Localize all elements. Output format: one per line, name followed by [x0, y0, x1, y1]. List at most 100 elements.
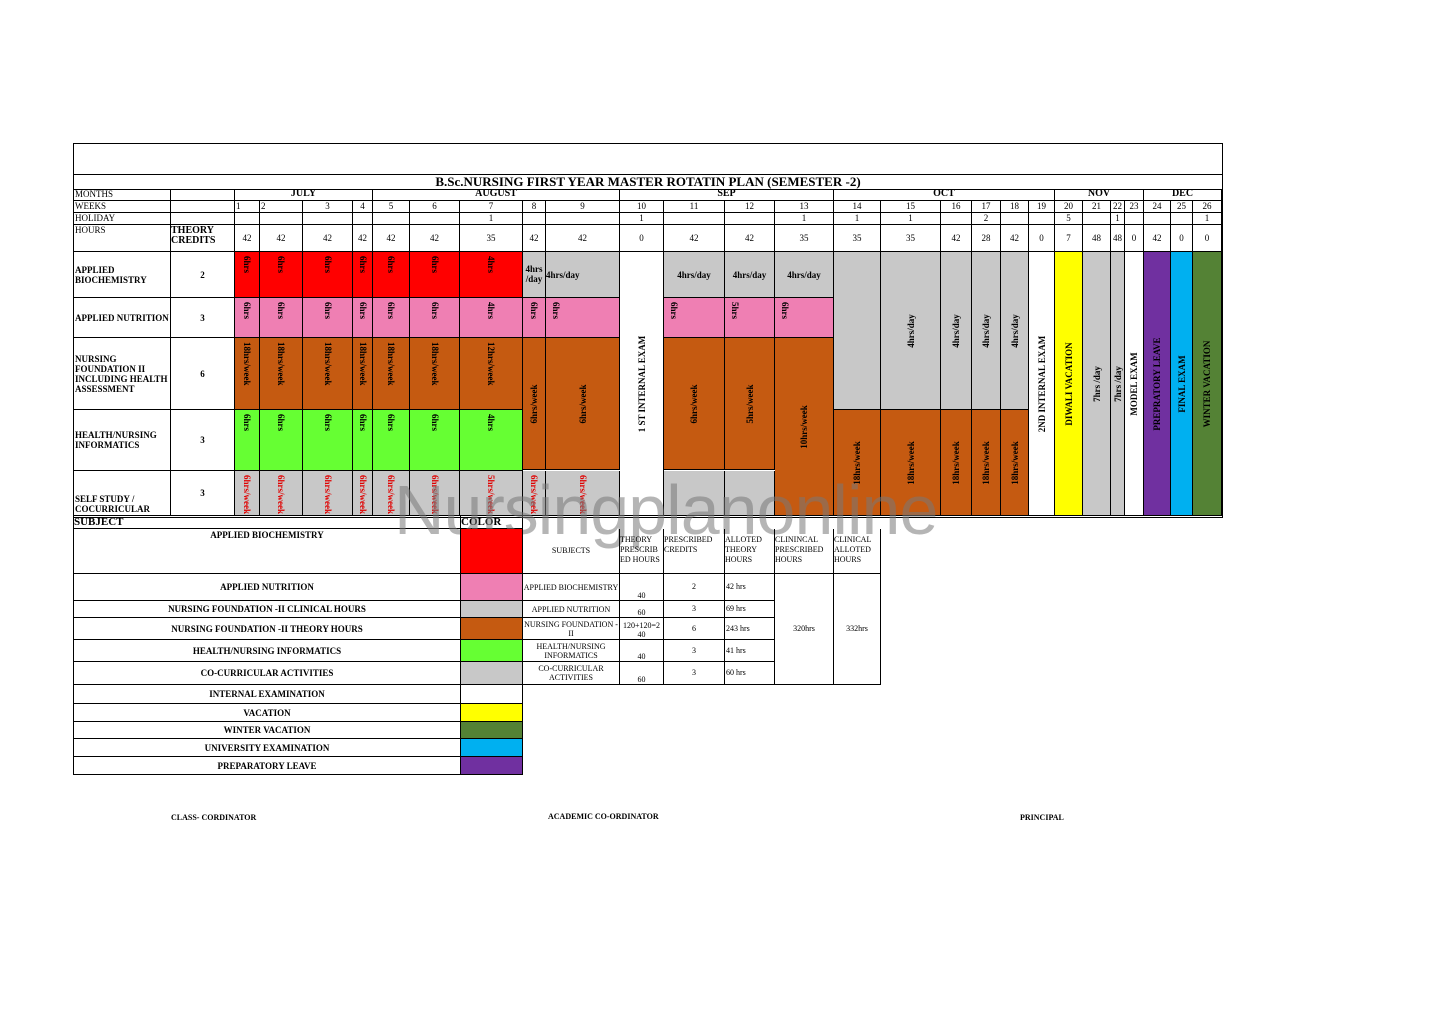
- nutrition-cell: 6hrs: [303, 298, 353, 338]
- nutrition-cell-text: 6hrs: [386, 302, 396, 320]
- week-hours-text: 42: [951, 233, 961, 243]
- subject-header-text: SUBJECT: [74, 516, 124, 528]
- informatics-cell: 6hrs: [235, 410, 260, 471]
- week-hours-text: 35: [486, 233, 496, 243]
- week-number-text: 15: [906, 201, 915, 211]
- summary-cell: HEALTH/NURSING INFORMATICS: [523, 640, 620, 662]
- nf-theory-cell: 18hrs/week: [881, 410, 941, 516]
- week-hours: 42: [353, 225, 373, 252]
- legend-swatch: [461, 574, 523, 601]
- week-hours: 0: [1029, 225, 1055, 252]
- legend-swatch: [461, 640, 523, 662]
- month-header: AUGUST: [373, 189, 620, 201]
- month-header: OCT: [834, 189, 1055, 201]
- week-number: 1: [235, 201, 260, 213]
- biochem-cell: 6hrs: [410, 252, 460, 298]
- week-hours-text: 0: [639, 233, 644, 243]
- holiday-count: [1029, 213, 1055, 225]
- holiday-count: 1: [620, 213, 664, 225]
- informatics-cell: 4hrs: [460, 410, 523, 471]
- nutrition-cell-text: 6hrs: [780, 302, 790, 320]
- summary-cell: 42 hrs: [725, 574, 775, 601]
- week-hours: 35: [881, 225, 941, 252]
- nf-clinical-cell-text: 4hrs/day: [981, 313, 991, 348]
- summary-cell: 40: [620, 640, 664, 662]
- title-divider: [73, 174, 1223, 175]
- nutrition-cell-text: 6hrs: [429, 302, 440, 320]
- nf-clinical-cell: 4hrs/day: [1001, 252, 1029, 410]
- week-hours-text: 42: [430, 233, 439, 243]
- informatics-cell-text: 6hrs: [429, 414, 440, 432]
- nf-theory-cell: 18hrs/week: [1001, 410, 1029, 516]
- nf-theory-cell: 18hrs/week: [353, 338, 373, 410]
- nf-clinical-cell: [834, 252, 881, 410]
- holiday-count-text: 5: [1066, 213, 1071, 223]
- week-hours-text: 42: [745, 233, 754, 243]
- nutrition-cell: 5hrs: [725, 298, 775, 338]
- week-hours: 35: [460, 225, 523, 252]
- summary-cell: 69 hrs: [725, 601, 775, 618]
- holiday-count: 2: [972, 213, 1001, 225]
- biochem-cell-text: 4hrs/day: [677, 270, 711, 280]
- week-hours-text: 0: [1039, 233, 1044, 243]
- subject-credits: 2: [171, 252, 235, 298]
- week-number-text: 14: [852, 201, 862, 211]
- week-number: 18: [1001, 201, 1029, 213]
- study-cell-text: 7hrs /day: [1112, 365, 1123, 402]
- nf-theory-cell: 6hrs/week: [523, 338, 546, 470]
- legend-label: CO-CURRICULAR ACTIVITIES: [73, 662, 461, 685]
- biochem-cell: 6hrs: [353, 252, 373, 298]
- nf-theory-cell: 12hrs/week: [460, 338, 523, 410]
- week-number: 14: [834, 201, 881, 213]
- nf-theory-cell-text: 10hrs/week: [799, 404, 809, 449]
- study-cell: 7hrs /day: [1111, 252, 1125, 516]
- color-header: COLOR: [461, 516, 523, 529]
- week-number-text: 8: [531, 201, 537, 211]
- subject-label: NURSING FOUNDATION II INCLUDING HEALTH A…: [73, 338, 171, 410]
- subject-name: APPLIED NUTRITION: [75, 312, 169, 323]
- holiday-count-text: 2: [983, 213, 989, 223]
- week-number: 22: [1111, 201, 1125, 213]
- row-label-months-text: MONTHS: [75, 189, 114, 199]
- week-number: 6: [410, 201, 460, 213]
- week-hours-text: 35: [799, 233, 809, 243]
- nutrition-cell-text: 4hrs: [486, 302, 496, 320]
- selfstudy-cell-text: 6hrs/week: [386, 475, 396, 514]
- nutrition-cell-text: 6hrs: [322, 302, 333, 320]
- summary-header: PRESCRIBED CREDITS: [664, 529, 725, 574]
- week-number-text: 19: [1037, 201, 1046, 211]
- legend-swatch: [461, 722, 523, 739]
- nf-theory-cell-text: 18hrs/week: [322, 342, 333, 386]
- week-number-text: 13: [799, 201, 809, 211]
- week-number-text: 3: [325, 201, 330, 211]
- selfstudy-cell: [664, 471, 725, 516]
- row-label-holiday-text: HOLIDAY: [75, 213, 116, 223]
- page-title: B.Sc.NURSING FIRST YEAR MASTER ROTATIN P…: [435, 174, 861, 189]
- week-hours-text: 0: [1179, 233, 1184, 243]
- nutrition-cell-text: 6hrs: [357, 302, 368, 320]
- signature-principal: PRINCIPAL: [1020, 813, 1064, 822]
- holiday-count: 1: [881, 213, 941, 225]
- biochem-cell-text: 6hrs: [276, 256, 286, 274]
- week-hours: 42: [523, 225, 546, 252]
- selfstudy-cell: 6hrs/week: [373, 471, 410, 516]
- signature-class-coordinator: CLASS- CORDINATOR: [171, 813, 257, 822]
- row-label-weeks: WEEKS: [73, 201, 171, 213]
- nutrition-cell: 6hrs: [523, 298, 546, 338]
- selfstudy-cell: 6hrs/week: [260, 471, 303, 516]
- legend-swatch: [461, 685, 523, 704]
- biochem-cell: 6hrs: [303, 252, 353, 298]
- nutrition-cell: 4hrs: [460, 298, 523, 338]
- nf-theory-cell: 6hrs/week: [664, 338, 725, 470]
- nutrition-cell: 6hrs: [235, 298, 260, 338]
- biochem-cell-text: 4hrs/day: [546, 270, 580, 280]
- nf-theory-cell-text: 18hrs/week: [429, 342, 440, 386]
- selfstudy-cell: 6hrs/week: [410, 471, 460, 516]
- holiday-count: [941, 213, 972, 225]
- preparatory-leave-text: PREPRATORY LEAVE: [1152, 336, 1162, 431]
- signature-academic-coordinator: ACADEMIC CO-ORDINATOR: [548, 812, 659, 821]
- biochem-cell-text: 4hrs /day: [525, 264, 543, 284]
- selfstudy-cell-text: 6hrs/week: [242, 475, 252, 514]
- week-hours-text: 42: [1010, 233, 1019, 243]
- summary-header: THEORY PRESCRIB ED HOURS: [620, 529, 664, 574]
